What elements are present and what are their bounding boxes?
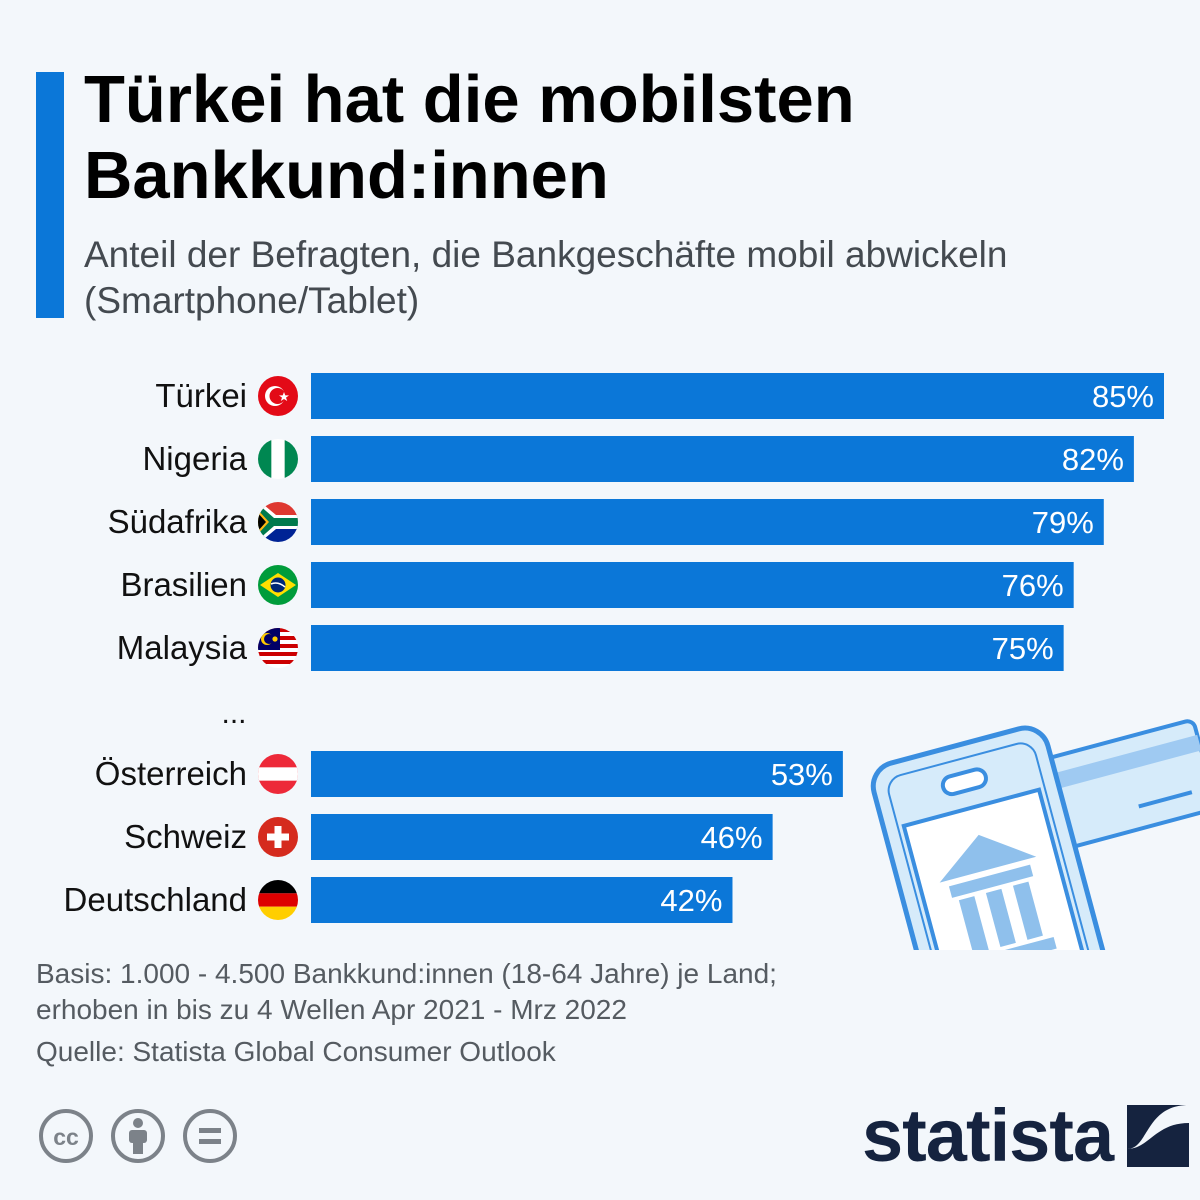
chart-subtitle: Anteil der Befragten, die Bankgeschäfte … bbox=[84, 234, 1008, 321]
bar bbox=[311, 751, 843, 797]
bar-value-label: 79% bbox=[1032, 505, 1094, 540]
bar bbox=[311, 625, 1064, 671]
bar bbox=[311, 373, 1164, 419]
source-note: Quelle: Statista Global Consumer Outlook bbox=[36, 1036, 556, 1067]
category-label: Brasilien bbox=[120, 566, 247, 603]
statista-logo[interactable]: statista bbox=[862, 1094, 1190, 1177]
flag-brazil-icon bbox=[258, 565, 298, 605]
gap-indicator: ... bbox=[221, 697, 246, 730]
basis-note: Basis: 1.000 - 4.500 Bankkund:innen (18-… bbox=[36, 958, 777, 1025]
flag-switzerland-icon bbox=[258, 817, 298, 857]
bar-value-label: 46% bbox=[701, 820, 763, 855]
flag-malaysia-icon bbox=[258, 628, 298, 668]
category-label: Deutschland bbox=[64, 881, 247, 918]
cc-icon[interactable]: cc bbox=[38, 1108, 94, 1164]
bar-value-label: 76% bbox=[1002, 568, 1064, 603]
no-derivatives-icon[interactable] bbox=[182, 1108, 238, 1164]
mobile-banking-icon bbox=[870, 719, 1200, 950]
brand-name: statista bbox=[862, 1094, 1114, 1177]
category-label: Schweiz bbox=[124, 818, 247, 855]
bar-value-label: 53% bbox=[771, 757, 833, 792]
bar bbox=[311, 499, 1104, 545]
statista-mark-icon bbox=[1127, 1105, 1190, 1167]
flag-turkey-icon bbox=[258, 376, 298, 416]
bar bbox=[311, 814, 773, 860]
category-label: Südafrika bbox=[108, 503, 248, 540]
bar bbox=[311, 877, 733, 923]
bar-value-label: 82% bbox=[1062, 442, 1124, 477]
bar-value-label: 42% bbox=[660, 883, 722, 918]
flag-germany-icon bbox=[258, 880, 298, 920]
bar-value-label: 75% bbox=[992, 631, 1054, 666]
svg-text:cc: cc bbox=[53, 1124, 79, 1150]
category-label: Nigeria bbox=[142, 440, 247, 477]
bar-value-label: 85% bbox=[1092, 379, 1154, 414]
flag-south-africa-icon bbox=[258, 502, 298, 542]
flag-austria-icon bbox=[258, 754, 298, 794]
category-label: Malaysia bbox=[117, 629, 248, 666]
flag-nigeria-icon bbox=[258, 439, 298, 479]
attribution-icon[interactable] bbox=[110, 1108, 166, 1164]
bars-layer: 85% Türkei 82% Nigeria 79% Südafrika 76% Brasil… bbox=[64, 373, 1164, 923]
bar bbox=[311, 436, 1134, 482]
bar bbox=[311, 562, 1074, 608]
bar-chart: 85% Türkei 82% Nigeria 79% Südafrika 76% Brasil… bbox=[64, 373, 1200, 950]
chart-title: Türkei hat die mobilsten Bankkund:innen bbox=[84, 62, 855, 213]
title-accent-bar bbox=[36, 72, 64, 318]
category-label: Österreich bbox=[95, 755, 247, 792]
category-label: Türkei bbox=[155, 377, 247, 414]
